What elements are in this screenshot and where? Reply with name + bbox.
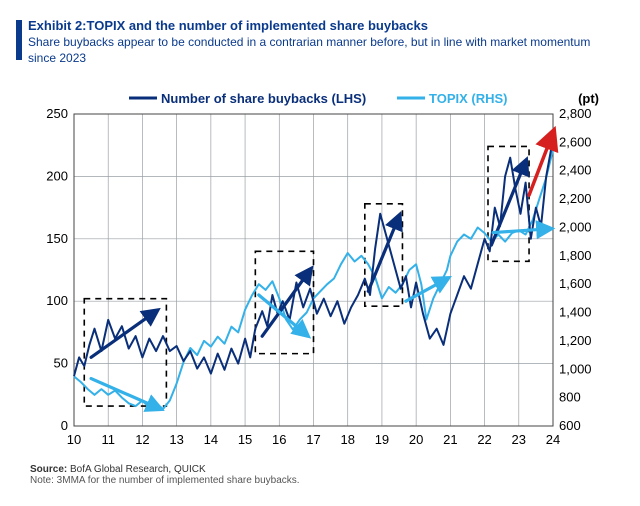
svg-text:10: 10 bbox=[67, 432, 81, 447]
svg-text:Number of share buybacks (LHS): Number of share buybacks (LHS) bbox=[161, 91, 366, 106]
svg-text:2,200: 2,200 bbox=[559, 191, 592, 206]
svg-text:600: 600 bbox=[559, 418, 581, 433]
exhibit-header: Exhibit 2:TOPIX and the number of implem… bbox=[0, 0, 640, 72]
source-label: Source: bbox=[30, 464, 67, 475]
svg-text:16: 16 bbox=[272, 432, 286, 447]
exhibit-title: Exhibit 2:TOPIX and the number of implem… bbox=[28, 18, 620, 33]
svg-text:21: 21 bbox=[443, 432, 457, 447]
svg-text:12: 12 bbox=[135, 432, 149, 447]
svg-text:18: 18 bbox=[340, 432, 354, 447]
svg-text:50: 50 bbox=[54, 356, 68, 371]
footer-note: Note: 3MMA for the number of implemented… bbox=[30, 475, 300, 486]
svg-text:1,200: 1,200 bbox=[559, 333, 592, 348]
svg-text:150: 150 bbox=[46, 231, 68, 246]
svg-text:20: 20 bbox=[409, 432, 423, 447]
svg-text:15: 15 bbox=[238, 432, 252, 447]
svg-text:250: 250 bbox=[46, 106, 68, 121]
svg-text:2,400: 2,400 bbox=[559, 163, 592, 178]
svg-text:200: 200 bbox=[46, 168, 68, 183]
svg-text:2,600: 2,600 bbox=[559, 134, 592, 149]
svg-text:(pt): (pt) bbox=[578, 91, 599, 106]
svg-text:11: 11 bbox=[101, 432, 115, 447]
svg-text:22: 22 bbox=[477, 432, 491, 447]
dual-axis-line-chart: 10 11 12 13 14 15 16 17 18 19 20 21 22 23 24 0 50 100 150 2… bbox=[30, 84, 605, 454]
svg-text:14: 14 bbox=[204, 432, 218, 447]
svg-text:13: 13 bbox=[169, 432, 183, 447]
svg-text:17: 17 bbox=[306, 432, 320, 447]
svg-text:100: 100 bbox=[46, 293, 68, 308]
chart-container: 10 11 12 13 14 15 16 17 18 19 20 21 22 23 24 0 50 100 150 2… bbox=[30, 84, 605, 454]
svg-text:1,600: 1,600 bbox=[559, 276, 592, 291]
svg-text:800: 800 bbox=[559, 390, 581, 405]
svg-text:2,800: 2,800 bbox=[559, 106, 592, 121]
svg-text:19: 19 bbox=[375, 432, 389, 447]
exhibit-subtitle: Share buybacks appear to be conducted in… bbox=[28, 35, 620, 66]
svg-text:24: 24 bbox=[546, 432, 560, 447]
svg-text:23: 23 bbox=[512, 432, 526, 447]
svg-text:1,800: 1,800 bbox=[559, 248, 592, 263]
svg-text:2,000: 2,000 bbox=[559, 219, 592, 234]
svg-text:TOPIX (RHS): TOPIX (RHS) bbox=[429, 91, 508, 106]
svg-text:1,400: 1,400 bbox=[559, 305, 592, 320]
source-text: BofA Global Research, QUICK bbox=[67, 464, 205, 475]
exhibit-footer: Source: BofA Global Research, QUICK Note… bbox=[30, 464, 300, 486]
header-accent-bar bbox=[16, 20, 22, 60]
svg-text:0: 0 bbox=[61, 418, 68, 433]
svg-text:1,000: 1,000 bbox=[559, 361, 592, 376]
